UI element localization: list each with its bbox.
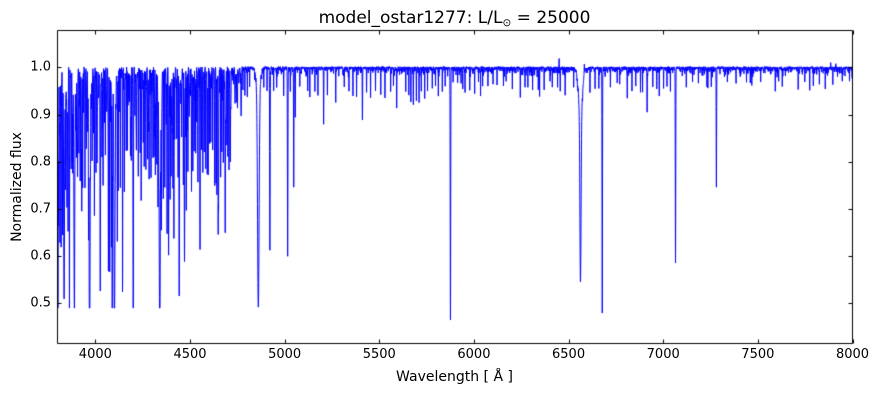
y-tick-label-0.9: 0.9: [30, 107, 51, 123]
plot-title-value: = 25000: [511, 8, 591, 28]
x-tick-label-5500: 5500: [362, 347, 396, 362]
x-tick-label-6500: 6500: [552, 347, 586, 362]
y-tick-label-0.7: 0.7: [30, 201, 51, 217]
y-axis-label: Normalized flux: [9, 132, 25, 242]
y-tick-label-0.8: 0.8: [30, 154, 51, 170]
x-tick-label-7500: 7500: [741, 347, 775, 362]
y-tick-label-0.5: 0.5: [30, 295, 51, 311]
x-tick-label-4500: 4500: [173, 347, 207, 362]
x-tick-label-5000: 5000: [268, 347, 302, 362]
plot-title-main: model_ostar1277: L/L: [318, 8, 503, 28]
x-tick-label-7000: 7000: [646, 347, 680, 362]
y-tick-label-1.0: 1.0: [30, 59, 51, 75]
x-tick-label-8000: 8000: [835, 347, 870, 362]
plot-title: model_ostar1277: L/L⊙ = 25000: [57, 9, 852, 33]
sun-symbol: ⊙: [502, 16, 512, 29]
x-axis-label: Wavelength [ Å ]: [396, 369, 513, 385]
x-tick-label-6000: 6000: [457, 347, 491, 362]
y-tick-label-0.6: 0.6: [30, 248, 51, 264]
x-tick-label-4000: 4000: [78, 347, 112, 362]
